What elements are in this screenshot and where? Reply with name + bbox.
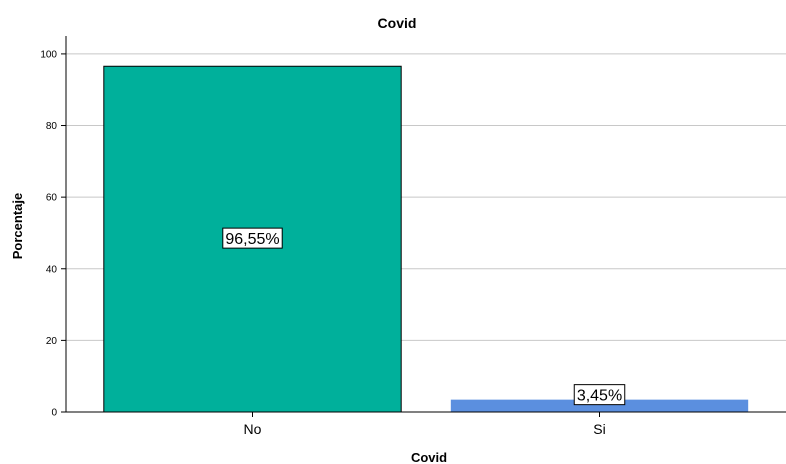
data-label-box [573,384,626,406]
x-tick-label: No [244,421,262,437]
axes: 0 20 40 60 80 100 No Si [40,36,786,437]
y-tick-label: 60 [46,193,58,204]
chart-title: Covid [378,15,417,31]
data-label-text: 3,45% [577,388,622,405]
x-axis-label: Covid [411,450,447,464]
data-label: 96,55% [222,227,283,249]
y-tick-label: 80 [46,121,58,132]
bar-si [450,399,749,412]
data-label: 3,45% [573,384,626,406]
y-tick-label: 100 [40,49,57,60]
y-tick-label: 20 [46,336,58,347]
y-axis-label: Porcentaje [10,193,25,259]
data-labels: 96,55% 3,45% [222,227,626,406]
y-tick-label: 40 [46,264,58,275]
x-tick-label: Si [593,421,605,437]
bars [103,65,749,413]
data-label-box [222,227,283,249]
data-label-text: 96,55% [225,231,279,248]
y-tick-label: 0 [51,408,57,419]
